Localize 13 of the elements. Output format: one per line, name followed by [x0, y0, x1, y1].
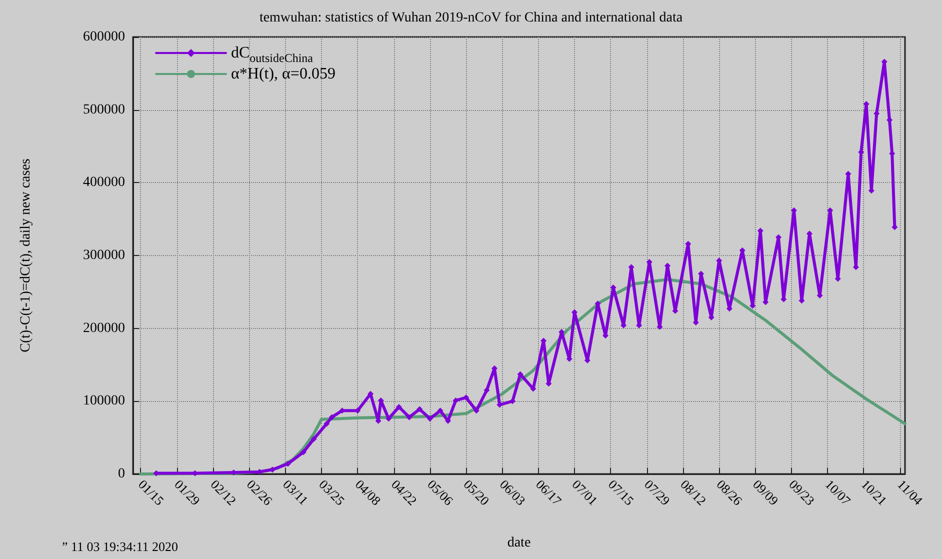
y-tick-label: 300000 — [83, 248, 125, 263]
chart-title: temwuhan: statistics of Wuhan 2019-nCoV for China and international data — [259, 10, 684, 26]
y-tick-label: 0 — [118, 466, 125, 482]
legend-label: α*H(t), α=0.059 — [231, 66, 336, 82]
y-tick-label: 400000 — [83, 175, 125, 190]
x-axis-title: date — [507, 536, 531, 550]
y-tick-label: 100000 — [83, 394, 125, 409]
y-tick-label: 600000 — [83, 30, 125, 44]
y-axis-title: C(t)-C(t-1)=dC(t), daily new cases — [18, 158, 34, 352]
text: ” 11 03 19:34:11 2020 — [62, 539, 178, 554]
y-tick-label: 500000 — [83, 102, 125, 118]
y-tick-label: 200000 — [83, 320, 125, 336]
x-tick-label: 10/07 — [822, 476, 854, 509]
